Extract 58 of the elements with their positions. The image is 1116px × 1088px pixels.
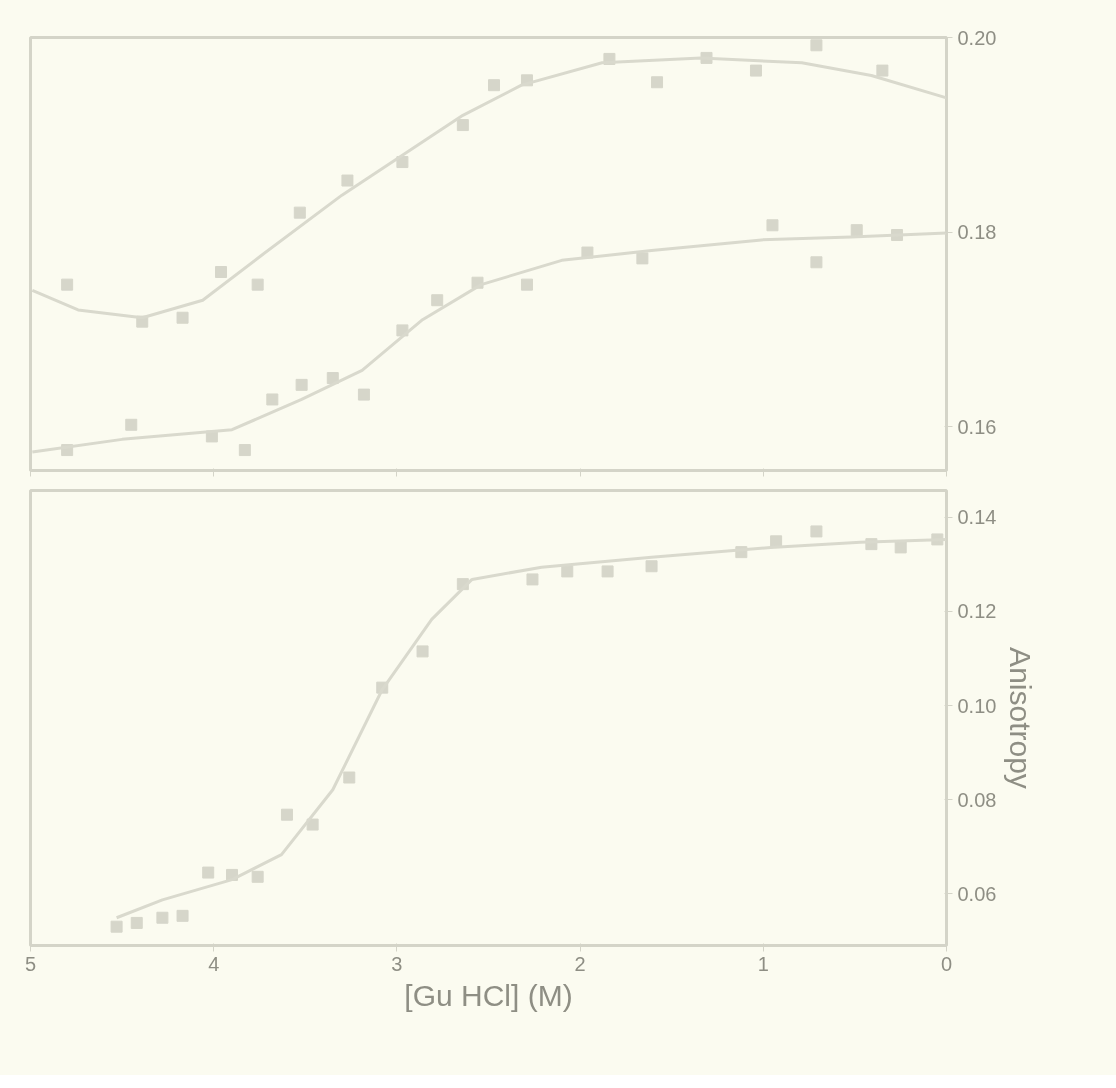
x-tick-label: 3	[391, 952, 403, 975]
y-tick-label: 0.16	[957, 415, 997, 438]
point	[636, 252, 649, 265]
point	[749, 64, 762, 77]
point	[766, 219, 779, 232]
point	[396, 156, 409, 169]
y-tick-label: 0.10	[957, 694, 997, 717]
point	[202, 866, 215, 879]
point	[416, 645, 429, 658]
point	[295, 378, 308, 391]
x-tick-label: 0	[940, 952, 953, 975]
point	[526, 573, 539, 586]
y-tick-label: 0.06	[957, 882, 997, 905]
point	[343, 771, 356, 784]
point	[894, 541, 907, 554]
point	[357, 388, 370, 401]
point	[215, 266, 228, 278]
x-tick-label: 5	[24, 952, 37, 975]
point	[61, 278, 74, 291]
y-axis-title: Anisotropy	[1004, 647, 1038, 789]
point	[651, 76, 664, 89]
point	[251, 870, 264, 883]
point	[850, 224, 863, 237]
point	[810, 39, 823, 52]
x-axis-title: [Gu HCl] (M)	[404, 978, 573, 1012]
point	[561, 565, 574, 578]
point	[456, 119, 469, 132]
point	[810, 256, 823, 269]
point	[266, 393, 279, 406]
point	[810, 525, 823, 538]
point	[238, 444, 251, 457]
point	[176, 311, 189, 324]
y-tick-label: 0.12	[957, 600, 997, 623]
point	[520, 278, 533, 291]
point	[581, 246, 594, 259]
y-tick-label: 0.18	[957, 221, 997, 244]
point	[293, 206, 306, 219]
point	[341, 174, 354, 187]
x-tick-label: 2	[574, 952, 586, 975]
x-tick-label: 4	[208, 952, 220, 975]
point	[176, 909, 189, 922]
point	[130, 916, 143, 929]
y-tick-label: 0.20	[957, 26, 997, 49]
x-tick-label: 1	[757, 952, 769, 975]
point	[645, 560, 658, 573]
point	[125, 418, 138, 431]
point	[488, 79, 500, 92]
point	[601, 565, 614, 578]
point	[156, 911, 169, 924]
point	[431, 294, 444, 307]
point	[251, 278, 264, 291]
point	[306, 818, 319, 831]
y-tick-label: 0.14	[957, 506, 997, 529]
y-tick-label: 0.08	[957, 788, 997, 811]
point	[396, 324, 409, 337]
point	[876, 64, 889, 77]
point	[110, 920, 123, 933]
point	[280, 808, 293, 821]
